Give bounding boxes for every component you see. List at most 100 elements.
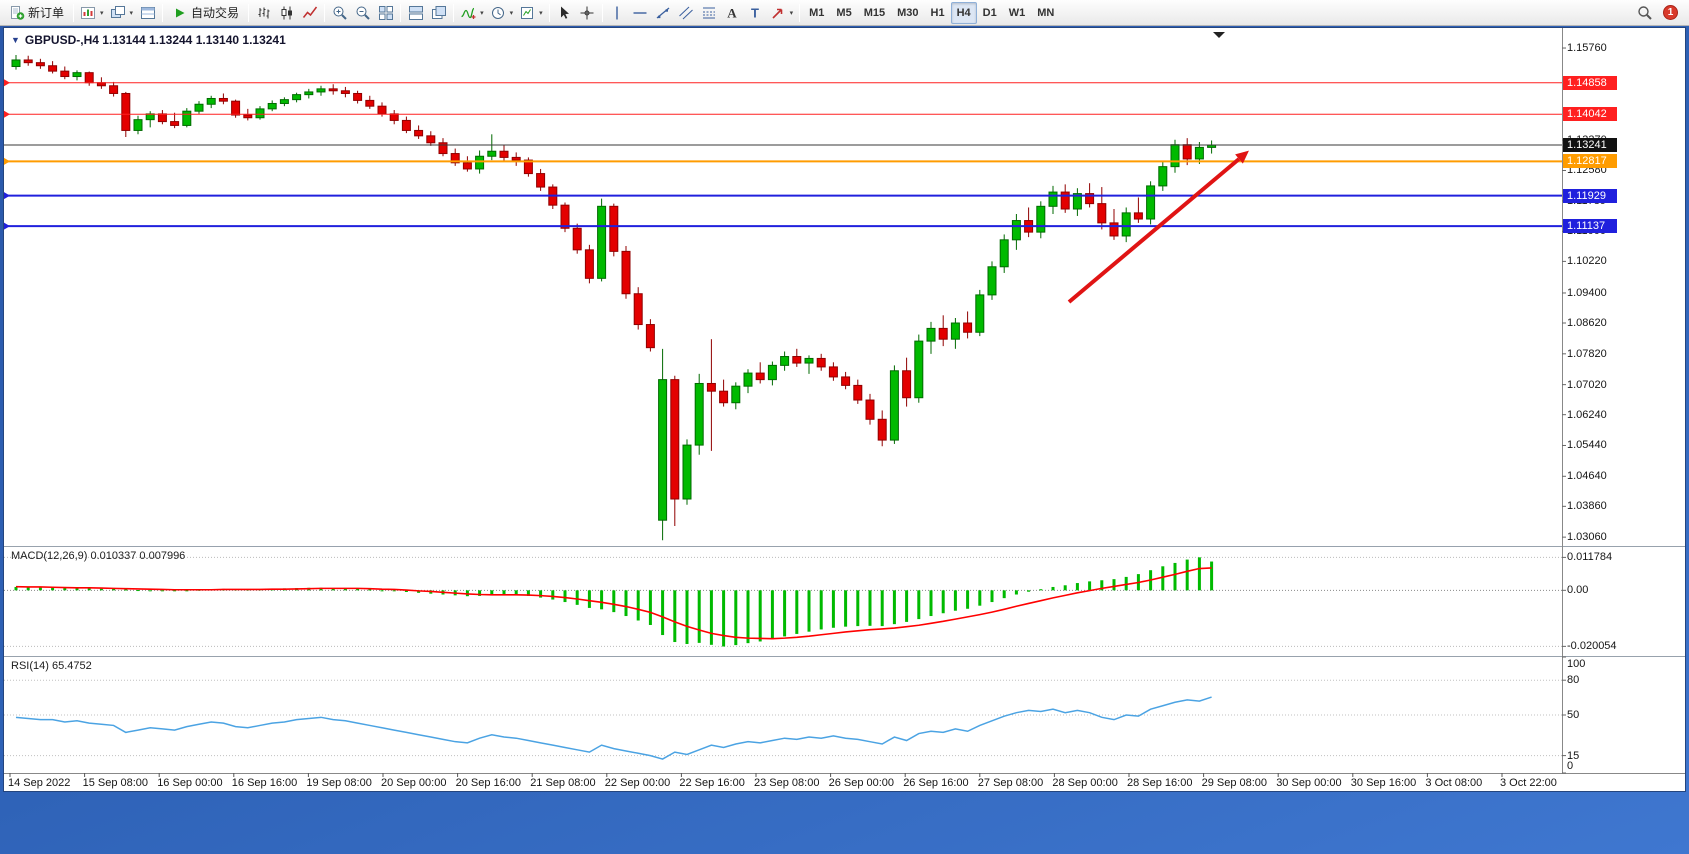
- candle-body: [304, 91, 314, 96]
- horizontal-line-button[interactable]: [629, 2, 652, 24]
- arrange-windows-button[interactable]: [404, 2, 427, 24]
- trendline-button[interactable]: [652, 2, 675, 24]
- tile-windows-button[interactable]: [374, 2, 397, 24]
- periods-button[interactable]: ▾: [487, 2, 517, 24]
- data-window-button[interactable]: [136, 2, 159, 24]
- timeframe-mn-button[interactable]: MN: [1037, 6, 1055, 19]
- macd-histogram-bar: [124, 589, 128, 591]
- zoom-out-button[interactable]: [351, 2, 374, 24]
- text-label-button[interactable]: T: [744, 2, 767, 24]
- timeframe-h4-button[interactable]: H4: [950, 1, 977, 24]
- time-axis-label: 21 Sep 08:00: [530, 777, 596, 789]
- timeframe-m15-button[interactable]: M15: [863, 6, 886, 19]
- new-order-button[interactable]: 新订单: [3, 2, 70, 24]
- main-toolbar: 新订单 ▾ ▾ 自动交易 ▾ ▾ ▾ A T ▾ M1 M5 M15 M30 H1 H4 D1 W1 MN 1: [0, 0, 1689, 26]
- macd-values: 0.010337 0.007996: [90, 550, 186, 562]
- timeframe-m5-button[interactable]: M5: [836, 6, 852, 19]
- candle-body: [426, 135, 436, 144]
- candle-body: [170, 121, 180, 126]
- candle-body: [902, 370, 912, 399]
- macd-histogram-bar: [563, 590, 567, 603]
- candle-body: [1011, 220, 1021, 241]
- price-scale-label: 1.06240: [1567, 408, 1607, 421]
- vertical-line-button[interactable]: [606, 2, 629, 24]
- candle-body: [84, 72, 94, 84]
- candle-body: [694, 382, 704, 446]
- symbol-caret-icon[interactable]: ▼: [11, 35, 20, 45]
- profiles-icon: [110, 5, 126, 21]
- macd-histogram-bar: [1088, 581, 1092, 591]
- profiles-button[interactable]: ▾: [107, 2, 137, 24]
- timeframe-m30-button[interactable]: M30: [897, 6, 919, 19]
- arrow-objects-button[interactable]: ▾: [767, 2, 797, 24]
- macd-scale-label: 0.00: [1567, 584, 1589, 597]
- macd-histogram-bar: [758, 590, 762, 642]
- price-chart-canvas[interactable]: [4, 28, 1686, 792]
- macd-histogram-bar: [99, 588, 103, 591]
- templates-button[interactable]: ▾: [516, 2, 546, 24]
- macd-histogram-bar: [1063, 585, 1067, 591]
- hline-icon: [632, 5, 648, 21]
- candle-body: [511, 156, 521, 161]
- chart-shift-marker-icon[interactable]: [1213, 32, 1225, 38]
- new-chart-button[interactable]: ▾: [77, 2, 107, 24]
- candle-body: [950, 322, 960, 340]
- time-axis-label: 19 Sep 08:00: [306, 777, 372, 789]
- channel-icon: [678, 5, 694, 21]
- candle-body: [218, 97, 228, 102]
- chart-window[interactable]: ▼ GBPUSD-,H4 1.13144 1.13244 1.13140 1.1…: [3, 27, 1686, 792]
- timeframe-m1-button[interactable]: M1: [809, 6, 825, 19]
- fibo-icon: [701, 5, 717, 21]
- candle-body: [1170, 144, 1180, 168]
- rsi-label: RSI(14) 65.4752: [11, 660, 92, 672]
- toolbar-separator: [799, 3, 801, 22]
- time-axis-label: 15 Sep 08:00: [82, 777, 149, 789]
- candle-body: [1036, 205, 1046, 233]
- zoom-in-button[interactable]: [328, 2, 351, 24]
- time-axis-label: 26 Sep 00:00: [828, 777, 895, 789]
- candle-body: [633, 293, 643, 326]
- fibonacci-button[interactable]: [698, 2, 721, 24]
- price-scale-label: 1.15760: [1567, 42, 1607, 55]
- crosshair-button[interactable]: [576, 2, 599, 24]
- candle-body: [670, 379, 680, 500]
- bar-chart-button[interactable]: [252, 2, 275, 24]
- time-axis-label: 29 Sep 08:00: [1201, 777, 1268, 789]
- candle-body: [828, 366, 838, 378]
- macd-histogram-bar: [795, 590, 799, 634]
- timeframe-w1-button[interactable]: W1: [1008, 6, 1026, 19]
- macd-histogram-bar: [75, 588, 79, 591]
- toolbar-separator: [453, 3, 455, 22]
- zoom-out-icon: [355, 5, 371, 21]
- equidistant-channel-button[interactable]: [675, 2, 698, 24]
- candle-body: [328, 88, 338, 92]
- add-indicator-button[interactable]: ▾: [457, 2, 487, 24]
- candle-body: [609, 205, 619, 252]
- search-button[interactable]: [1633, 2, 1656, 24]
- timeframe-d1-button[interactable]: D1: [982, 6, 997, 19]
- macd-histogram-bar: [600, 590, 604, 610]
- macd-histogram-bar: [648, 590, 652, 625]
- cascade-windows-button[interactable]: [427, 2, 450, 24]
- timeframe-h1-button[interactable]: H1: [930, 6, 945, 19]
- macd-histogram-bar: [941, 590, 945, 614]
- trendline-icon: [655, 5, 671, 21]
- cursor-button[interactable]: [553, 2, 576, 24]
- trend-arrow-head[interactable]: [1235, 150, 1249, 164]
- rsi-scale-label: 15: [1567, 749, 1580, 762]
- trend-arrow[interactable]: [1067, 157, 1241, 304]
- candle-body: [243, 114, 253, 119]
- time-axis-label: 16 Sep 16:00: [231, 777, 298, 789]
- candle-body: [560, 204, 570, 229]
- candlestick-chart-button[interactable]: [275, 2, 298, 24]
- line-chart-button[interactable]: [298, 2, 321, 24]
- autotrading-button[interactable]: 自动交易: [166, 2, 245, 24]
- price-scale-label: 1.08620: [1567, 317, 1607, 329]
- candle-body: [23, 59, 33, 64]
- notification-badge[interactable]: 1: [1663, 5, 1678, 20]
- candle-body: [999, 239, 1009, 268]
- toolbar-separator: [601, 3, 603, 22]
- text-button[interactable]: A: [721, 2, 744, 24]
- macd-histogram-bar: [636, 590, 640, 621]
